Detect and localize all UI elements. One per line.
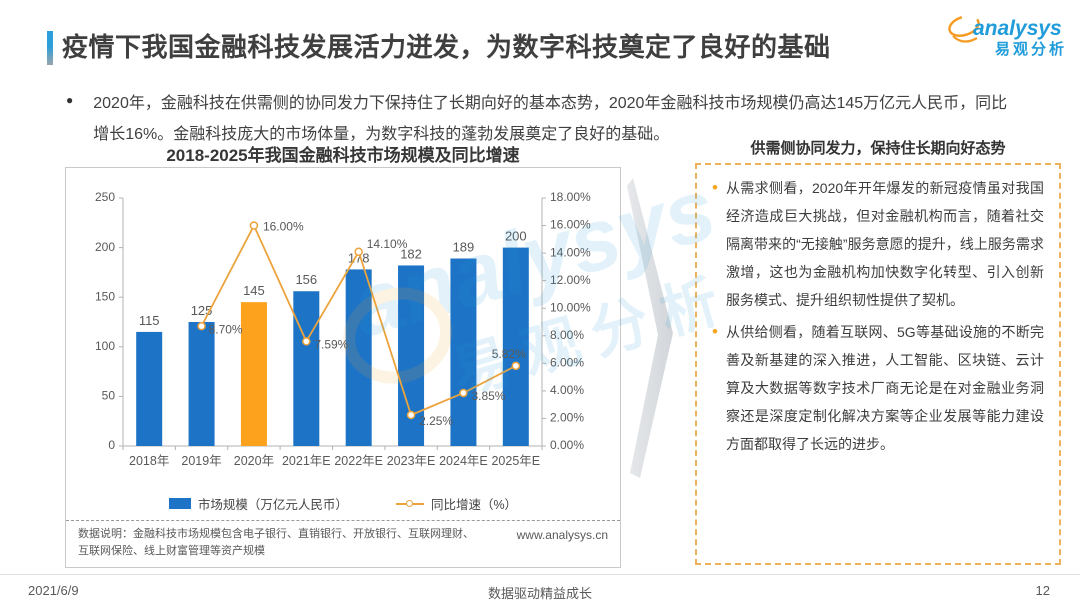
orange-bullet-icon: •: [712, 322, 718, 341]
svg-text:182: 182: [400, 246, 422, 261]
svg-text:145: 145: [243, 283, 265, 298]
svg-text:6.00%: 6.00%: [550, 356, 584, 370]
svg-text:2025年E: 2025年E: [491, 454, 540, 468]
svg-text:2019年: 2019年: [181, 454, 221, 468]
data-note: 数据说明：金融科技市场规模包含电子银行、直销银行、开放银行、互联网理财、互联网保…: [78, 527, 474, 557]
logo-brand-cn-text: 易观分析: [995, 40, 1067, 58]
svg-text:0.00%: 0.00%: [550, 438, 584, 452]
orange-bullet-icon: •: [712, 178, 718, 197]
svg-text:12.00%: 12.00%: [550, 273, 591, 287]
legend-line-dot: [405, 499, 413, 507]
source-url: www.analysys.cn: [516, 527, 608, 542]
footer-slogan: 数据驱动精益成长: [487, 586, 592, 601]
legend-item-growth: 同比增速（%）: [395, 494, 518, 513]
svg-text:2023年E: 2023年E: [386, 454, 435, 468]
svg-text:3.85%: 3.85%: [471, 389, 505, 403]
title-accent-bar: [47, 31, 53, 65]
svg-text:18.00%: 18.00%: [550, 190, 591, 204]
legend-line-swatch: [395, 499, 424, 507]
svg-text:10.00%: 10.00%: [550, 300, 591, 314]
legend-bar-swatch: [168, 498, 191, 509]
panel-bullet-supply: • 从供给侧看，随着互联网、5G等基础设施的不断完善及新基建的深入推进，人工智能…: [712, 318, 1044, 458]
intro-bullet: ● 2020年，金融科技在供需侧的协同发力下保持住了长期向好的基本态势，2020…: [66, 88, 1021, 150]
svg-text:2020年: 2020年: [233, 454, 273, 468]
svg-text:7.59%: 7.59%: [314, 338, 348, 352]
svg-text:156: 156: [295, 272, 317, 287]
bullet-dot-icon: ●: [66, 93, 74, 107]
svg-text:2018年: 2018年: [129, 454, 169, 468]
page-title: 疫情下我国金融科技发展活力迸发，为数字科技奠定了良好的基础: [62, 32, 831, 62]
panel-bullet-supply-text: 从供给侧看，随着互联网、5G等基础设施的不断完善及新基建的深入推进，人工智能、区…: [725, 324, 1044, 452]
svg-text:14.10%: 14.10%: [366, 237, 407, 251]
analysys-logo: analysys 易观分析: [943, 10, 1073, 62]
svg-text:2.00%: 2.00%: [550, 411, 584, 425]
market-size-growth-chart: 250 200 150 100 50 0 18.00% 16.00% 14.00% 12.00% 1…: [94, 190, 591, 468]
svg-text:115: 115: [138, 313, 159, 328]
svg-text:150: 150: [94, 289, 114, 303]
flow-arrow-icon: [627, 178, 673, 478]
logo-brand-text: analysys: [973, 17, 1062, 40]
logo-swirl-icon: analysys 易观分析: [948, 15, 1067, 58]
svg-text:16.00%: 16.00%: [262, 220, 303, 234]
svg-text:189: 189: [452, 240, 474, 255]
svg-text:16.00%: 16.00%: [550, 218, 591, 232]
svg-text:50: 50: [101, 389, 115, 403]
svg-text:8.70%: 8.70%: [208, 322, 242, 336]
panel-bullet-demand: • 从需求侧看，2020年开年爆发的新冠疫情虽对我国经济造成巨大挑战，但对金融机…: [712, 174, 1044, 314]
svg-text:2024年E: 2024年E: [439, 454, 488, 468]
svg-text:0: 0: [108, 438, 115, 452]
svg-text:5.82%: 5.82%: [491, 347, 525, 361]
footer-page-number: 12: [1035, 583, 1050, 598]
legend-label-market-size: 市场规模（万亿元人民币）: [197, 498, 348, 512]
side-panel-title: 供需侧协同发力，保持住长期向好态势: [750, 140, 1006, 157]
footer: 2021/6/9 数据驱动精益成长 12: [0, 574, 1080, 608]
svg-text:14.00%: 14.00%: [550, 245, 591, 259]
footer-date: 2021/6/9: [28, 583, 79, 598]
svg-text:250: 250: [94, 190, 114, 204]
svg-text:2021年E: 2021年E: [281, 454, 330, 468]
svg-text:200: 200: [504, 229, 526, 244]
svg-text:2.25%: 2.25%: [419, 414, 453, 428]
side-panel: • 从需求侧看，2020年开年爆发的新冠疫情虽对我国经济造成巨大挑战，但对金融机…: [695, 163, 1061, 565]
svg-text:8.00%: 8.00%: [550, 328, 584, 342]
chart-title: 2018-2025年我国金融科技市场规模及同比增速: [166, 146, 520, 165]
intro-text: 2020年，金融科技在供需侧的协同发力下保持住了长期向好的基本态势，2020年金…: [93, 95, 1008, 144]
chart-container: 250 200 150 100 50 0 18.00% 16.00% 14.00% 12.00% 1…: [65, 167, 621, 568]
legend-label-growth: 同比增速（%）: [430, 498, 518, 512]
svg-text:100: 100: [94, 339, 114, 353]
svg-text:4.00%: 4.00%: [550, 383, 584, 397]
panel-bullet-demand-text: 从需求侧看，2020年开年爆发的新冠疫情虽对我国经济造成巨大挑战，但对金融机构而…: [725, 180, 1044, 308]
legend-item-market-size: 市场规模（万亿元人民币）: [168, 494, 348, 513]
svg-text:200: 200: [94, 240, 114, 254]
chart-legend: 市场规模（万亿元人民币） 同比增速（%）: [66, 494, 620, 513]
svg-text:2022年E: 2022年E: [334, 454, 383, 468]
chart-footnote: 数据说明：金融科技市场规模包含电子银行、直销银行、开放银行、互联网理财、互联网保…: [66, 519, 620, 567]
